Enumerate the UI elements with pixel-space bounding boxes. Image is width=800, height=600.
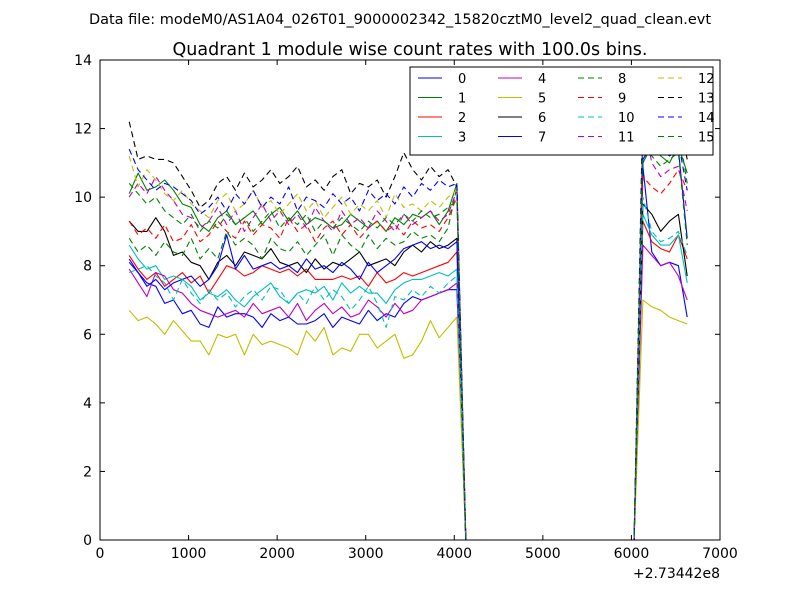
y-tick-label: 0 (83, 533, 92, 549)
y-tick-label: 6 (83, 327, 92, 343)
y-tick-label: 4 (83, 396, 92, 412)
x-tick-label: 0 (96, 546, 105, 562)
x-tick-label: 1000 (171, 546, 207, 562)
x-tick-label: 4000 (436, 546, 472, 562)
series-line-0 (128, 165, 688, 540)
y-tick-label: 12 (74, 122, 92, 138)
legend-label-10: 10 (618, 111, 635, 126)
x-tick-label: 6000 (614, 546, 650, 562)
legend-box (409, 66, 714, 156)
y-tick-label: 8 (83, 259, 92, 275)
series-line-4 (128, 244, 688, 540)
legend-label-1: 1 (458, 92, 466, 107)
plot-lines (128, 100, 688, 540)
series-line-2 (128, 220, 688, 540)
series-line-9 (128, 169, 688, 540)
series-line-13 (128, 100, 688, 540)
legend-label-14: 14 (698, 111, 715, 126)
x-offset-label: +2.73442e8 (633, 566, 720, 582)
legend-label-3: 3 (458, 131, 466, 146)
legend-label-2: 2 (458, 111, 466, 126)
y-tick-label: 10 (74, 190, 92, 206)
series-line-5 (128, 299, 688, 540)
series-line-11 (128, 117, 688, 540)
legend-label-13: 13 (698, 92, 715, 107)
series-line-12 (128, 107, 688, 540)
legend-label-7: 7 (538, 131, 546, 146)
series-line-10 (128, 196, 688, 540)
legend-label-15: 15 (698, 131, 715, 146)
series-line-8 (128, 128, 688, 540)
legend-label-9: 9 (618, 92, 626, 107)
x-tick-label: 2000 (259, 546, 295, 562)
series-line-3 (128, 213, 688, 540)
plot-frame (99, 59, 721, 541)
legend-label-5: 5 (538, 92, 546, 107)
axes: 0 1000 2000 3000 4000 5000 6000 700002468101214… (74, 53, 738, 582)
x-tick-label: 5000 (525, 546, 561, 562)
series-line-14 (128, 131, 688, 540)
y-tick-label: 14 (74, 53, 92, 69)
x-tick-label: 7000 (702, 546, 738, 562)
legend-label-11: 11 (618, 131, 635, 146)
chart-title: Quadrant 1 module wise count rates with … (173, 40, 648, 60)
x-tick-label: 3000 (348, 546, 384, 562)
legend-label-6: 6 (538, 111, 546, 126)
legend-label-12: 12 (698, 72, 715, 87)
legend-label-0: 0 (458, 72, 466, 87)
series-line-6 (128, 203, 688, 540)
data-file-suptitle: Data file: modeM0/AS1A04_026T01_90000023… (89, 12, 711, 28)
legend-label-8: 8 (618, 72, 626, 87)
series-line-1 (128, 145, 688, 540)
series-line-15 (128, 134, 688, 540)
y-tick-label: 2 (83, 464, 92, 480)
series-line-7 (128, 145, 688, 540)
legend-label-4: 4 (538, 72, 546, 87)
